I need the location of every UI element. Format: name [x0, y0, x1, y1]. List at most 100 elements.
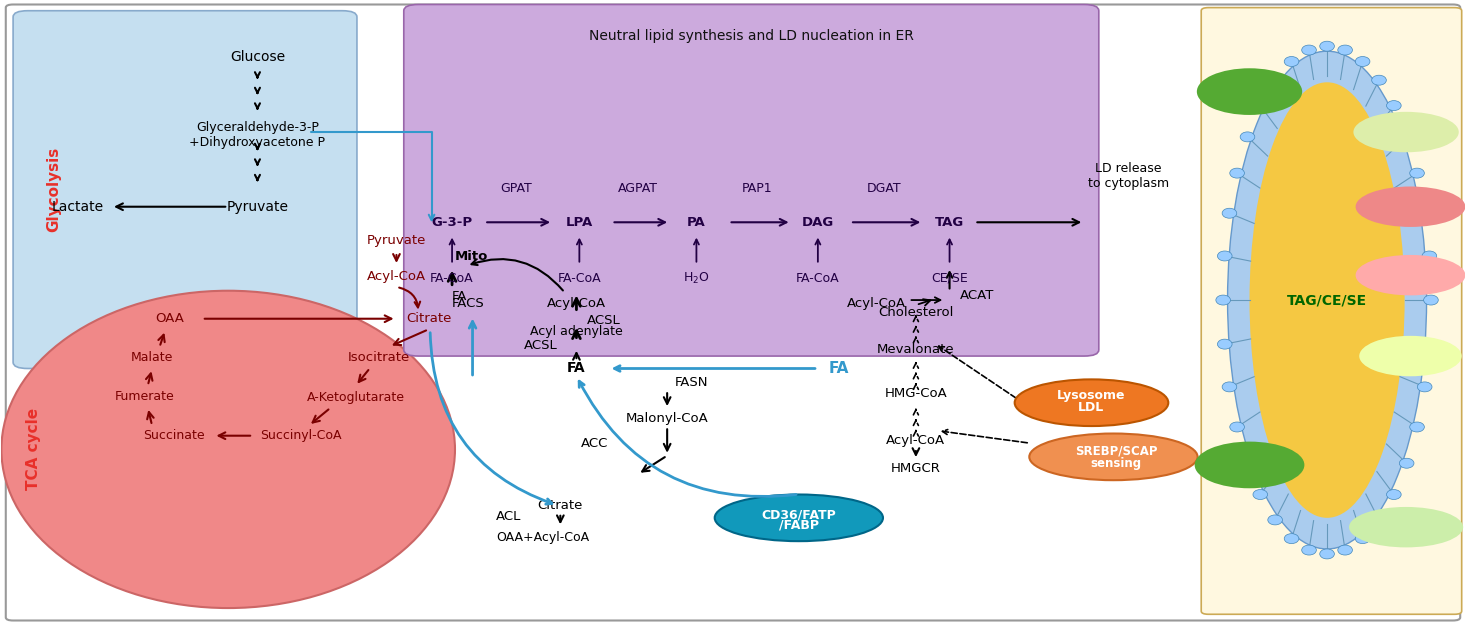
Ellipse shape [1353, 112, 1459, 152]
Ellipse shape [1418, 208, 1432, 218]
Ellipse shape [1319, 549, 1334, 559]
Text: ACSL: ACSL [523, 339, 557, 352]
Ellipse shape [1422, 251, 1437, 261]
Text: Malate: Malate [130, 351, 173, 364]
Ellipse shape [1302, 45, 1316, 55]
Ellipse shape [1356, 186, 1466, 227]
Text: ACC: ACC [581, 437, 608, 449]
Ellipse shape [1356, 255, 1466, 296]
Ellipse shape [1253, 101, 1268, 111]
Ellipse shape [1400, 458, 1415, 468]
Text: Lysosome: Lysosome [1057, 389, 1126, 402]
Ellipse shape [1029, 434, 1198, 480]
Ellipse shape [1240, 132, 1255, 142]
Text: DAG: DAG [802, 216, 834, 229]
Ellipse shape [1223, 382, 1237, 392]
Text: Acyl-CoA: Acyl-CoA [887, 434, 946, 446]
Text: Succinyl-CoA: Succinyl-CoA [261, 429, 342, 442]
Ellipse shape [1387, 489, 1401, 499]
Text: Glyceraldehyde-3-P
+Dihydroxyacetone P: Glyceraldehyde-3-P +Dihydroxyacetone P [189, 121, 325, 149]
Text: ACSL: ACSL [586, 314, 620, 327]
Ellipse shape [1387, 101, 1401, 111]
Ellipse shape [1338, 45, 1353, 55]
Text: LPA: LPA [566, 216, 592, 229]
Text: HMGCR: HMGCR [891, 461, 941, 474]
Text: FACS: FACS [452, 297, 485, 309]
Text: /FABP: /FABP [778, 519, 819, 532]
Text: TAG: TAG [935, 216, 965, 229]
Text: Acyl-CoA: Acyl-CoA [366, 270, 427, 283]
Ellipse shape [1268, 75, 1283, 85]
Text: Citrate: Citrate [538, 499, 583, 512]
Ellipse shape [1230, 168, 1245, 178]
Text: Neutral lipid synthesis and LD nucleation in ER: Neutral lipid synthesis and LD nucleatio… [589, 29, 913, 42]
Text: PA: PA [688, 216, 705, 229]
Text: SREBP/SCAP: SREBP/SCAP [1075, 444, 1158, 457]
Text: GPAT: GPAT [500, 181, 532, 194]
Text: TIP47: TIP47 [1230, 459, 1270, 471]
Ellipse shape [1215, 295, 1230, 305]
Text: Acyl-CoA: Acyl-CoA [547, 297, 605, 309]
FancyBboxPatch shape [403, 4, 1100, 356]
Text: Fumerate: Fumerate [114, 390, 174, 403]
Text: FA-CoA: FA-CoA [796, 272, 840, 285]
Text: FA-CoA: FA-CoA [557, 272, 601, 285]
Text: ADRP: ADRP [1230, 85, 1270, 98]
Text: HMG-CoA: HMG-CoA [884, 387, 947, 400]
FancyBboxPatch shape [1201, 8, 1462, 614]
Ellipse shape [1284, 56, 1299, 66]
Text: Malonyl-CoA: Malonyl-CoA [626, 412, 708, 425]
Ellipse shape [1372, 75, 1387, 85]
FancyBboxPatch shape [6, 4, 1460, 621]
Text: Pyruvate: Pyruvate [226, 200, 289, 214]
Ellipse shape [1217, 251, 1231, 261]
Text: CGI-58: CGI-58 [1387, 200, 1434, 213]
Ellipse shape [1217, 339, 1231, 349]
Text: Isocitrate: Isocitrate [347, 351, 410, 364]
Text: LDL: LDL [1079, 401, 1104, 414]
Text: sensing: sensing [1091, 457, 1142, 469]
Text: LD release
to cytoplasm: LD release to cytoplasm [1088, 162, 1168, 189]
Text: Lactate: Lactate [51, 200, 104, 214]
Text: DGAT: DGAT [866, 181, 902, 194]
Ellipse shape [1223, 208, 1237, 218]
Ellipse shape [1227, 51, 1426, 549]
Text: OAA+Acyl-CoA: OAA+Acyl-CoA [496, 531, 589, 544]
Ellipse shape [1284, 534, 1299, 544]
Text: Citrate: Citrate [406, 312, 452, 325]
Ellipse shape [1423, 295, 1438, 305]
Text: FA-CoA: FA-CoA [430, 272, 474, 285]
Text: MAGL: MAGL [1385, 521, 1426, 534]
Ellipse shape [1, 291, 454, 608]
Text: ATGL: ATGL [1388, 126, 1423, 139]
Ellipse shape [1196, 68, 1302, 115]
Text: Glucose: Glucose [230, 51, 284, 64]
Ellipse shape [1014, 379, 1168, 426]
Text: PAP1: PAP1 [742, 181, 773, 194]
Ellipse shape [1400, 132, 1415, 142]
FancyBboxPatch shape [13, 11, 356, 369]
Ellipse shape [1268, 515, 1283, 525]
Text: ACAT: ACAT [960, 289, 994, 302]
Ellipse shape [1418, 382, 1432, 392]
Text: H$_2$O: H$_2$O [683, 271, 710, 286]
Text: TCA cycle: TCA cycle [26, 408, 41, 491]
Text: ACL: ACL [496, 510, 520, 523]
Text: FASN: FASN [674, 376, 708, 389]
Text: Glycolysis: Glycolysis [47, 147, 62, 232]
Text: AGPAT: AGPAT [617, 181, 658, 194]
Text: CE/SE: CE/SE [931, 272, 968, 285]
Text: FA: FA [567, 361, 586, 376]
Ellipse shape [715, 494, 883, 541]
Text: A-Ketoglutarate: A-Ketoglutarate [306, 391, 405, 404]
Text: TAG/CE/SE: TAG/CE/SE [1287, 293, 1368, 307]
Text: Acyl-CoA: Acyl-CoA [846, 297, 906, 309]
Ellipse shape [1253, 489, 1268, 499]
Text: Succinate: Succinate [144, 429, 205, 442]
Text: Cholesterol: Cholesterol [878, 306, 953, 319]
Ellipse shape [1355, 534, 1369, 544]
Ellipse shape [1230, 422, 1245, 432]
Text: FA: FA [828, 361, 849, 376]
Ellipse shape [1372, 515, 1387, 525]
Ellipse shape [1249, 82, 1404, 518]
